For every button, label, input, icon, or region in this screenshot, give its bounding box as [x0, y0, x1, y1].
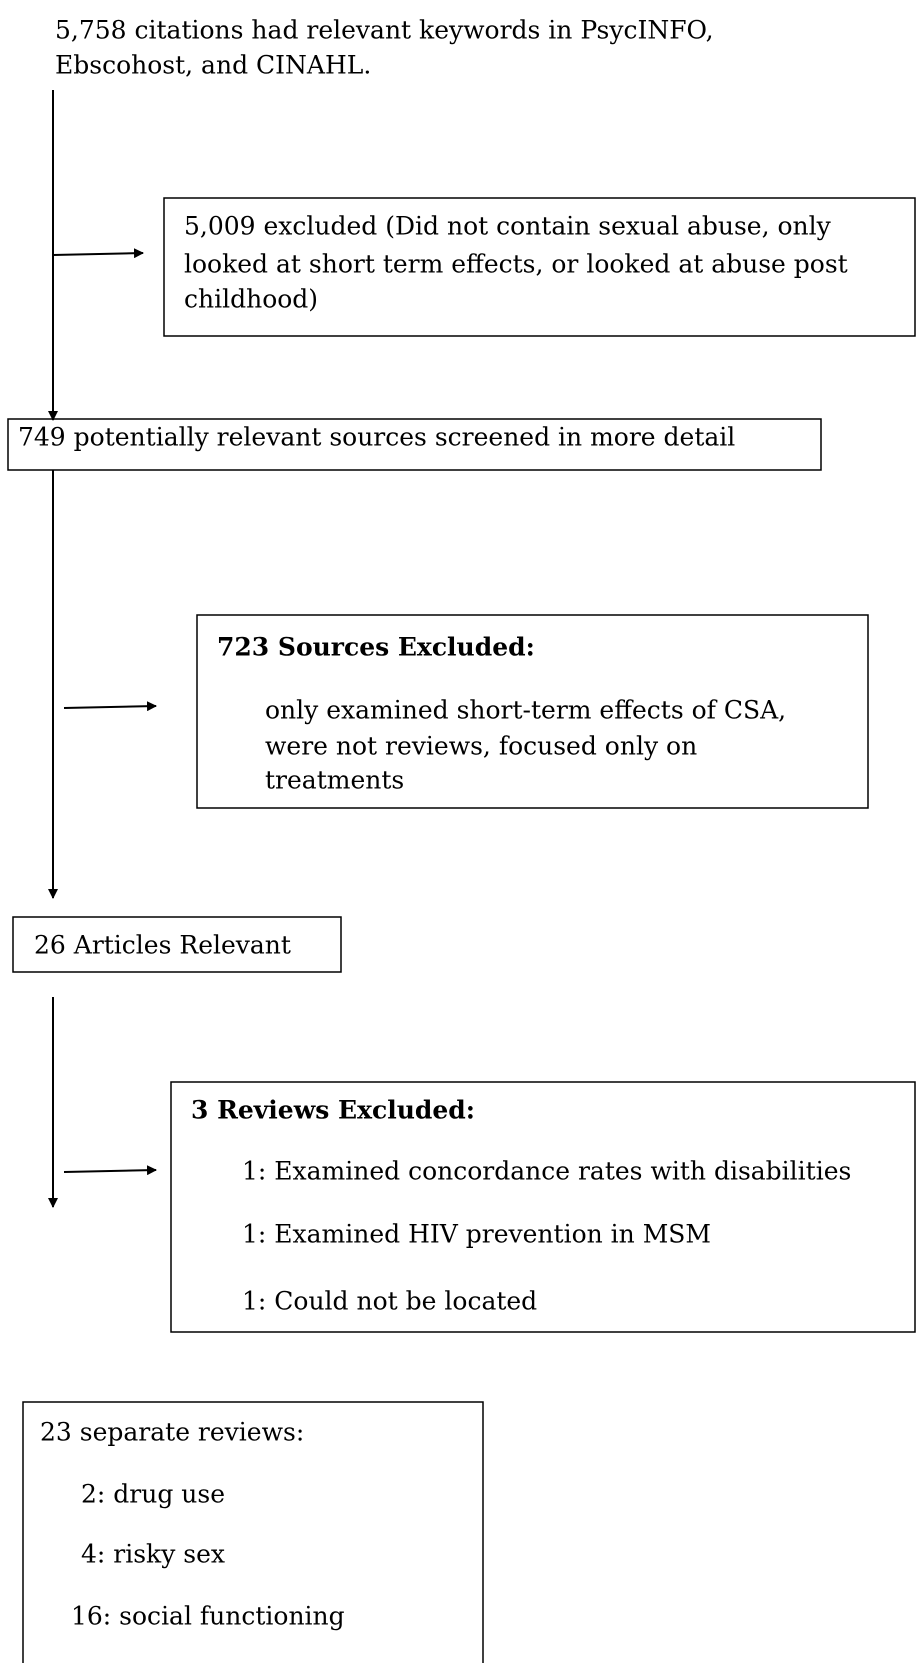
box: [163, 197, 916, 337]
box: [7, 418, 822, 471]
node-text: only examined short-term effects of CSA,: [265, 696, 786, 725]
arrow: [63, 701, 157, 712]
arrow: [52, 248, 144, 259]
box: [22, 1401, 484, 1663]
node-text: treatments: [265, 766, 404, 795]
node-text: 1: Examined HIV prevention in MSM: [242, 1220, 711, 1249]
node-text: 749 potentially relevant sources screene…: [18, 423, 735, 452]
node-text: 26 Articles Relevant: [34, 931, 291, 960]
node-text: 5,009 excluded (Did not contain sexual a…: [184, 212, 832, 241]
node-text: 16: social functioning: [71, 1602, 345, 1631]
arrow: [63, 1165, 157, 1176]
node-text: 5,758 citations had relevant keywords in…: [55, 16, 714, 45]
node-text: 1: Could not be located: [242, 1287, 537, 1316]
node-text: 2: drug use: [81, 1480, 225, 1509]
box: [196, 614, 869, 809]
node-title: 723 Sources Excluded:: [217, 633, 535, 662]
node-text: Ebscohost, and CINAHL.: [55, 51, 371, 80]
node-text: 1: Examined concordance rates with disab…: [242, 1157, 851, 1186]
node-text: were not reviews, focused only on: [265, 732, 697, 761]
node-title: 23 separate reviews:: [40, 1418, 304, 1447]
node-text: 4: risky sex: [81, 1540, 225, 1569]
box: [12, 916, 342, 973]
node-text: childhood): [184, 285, 318, 314]
node-text: looked at short term effects, or looked …: [184, 250, 848, 279]
box: [170, 1081, 916, 1333]
node-title: 3 Reviews Excluded:: [191, 1096, 475, 1125]
